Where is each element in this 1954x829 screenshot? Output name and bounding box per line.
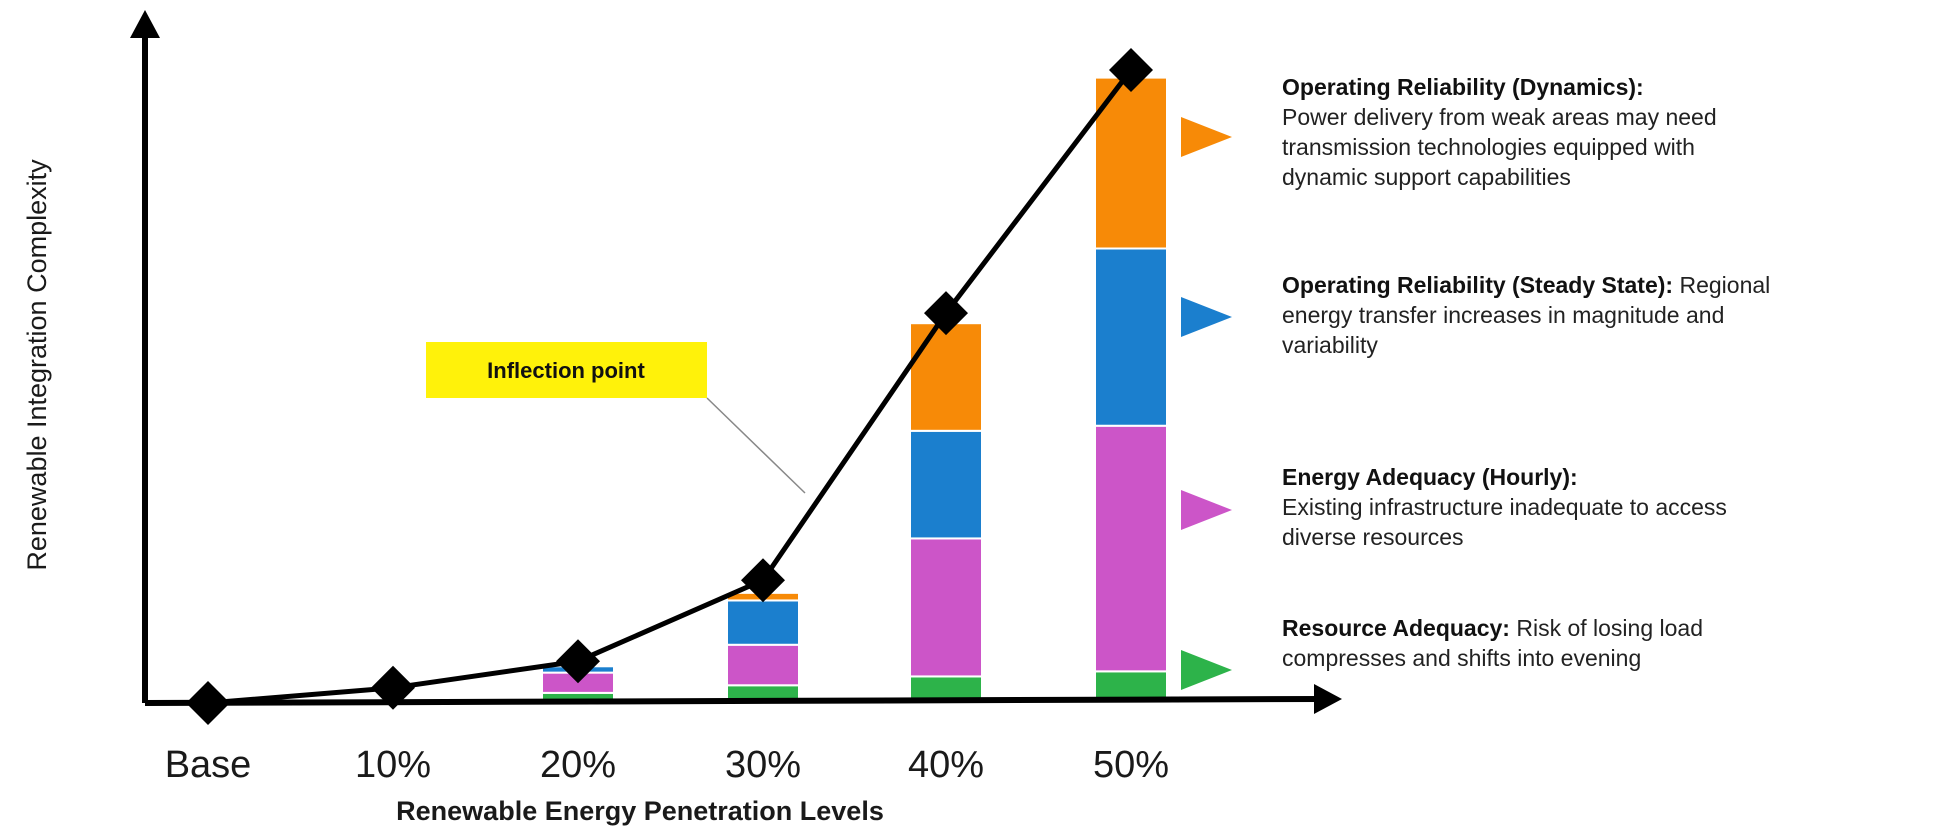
complexity-line <box>207 68 1133 706</box>
bar-segment-energy-adequacy-hourly-30 <box>726 643 800 687</box>
line-marker-20 <box>556 639 600 684</box>
bar-segment-energy-adequacy-hourly-40 <box>909 537 983 678</box>
arrow-operating-reliability-dynamics <box>1181 117 1232 157</box>
line-layer <box>186 48 1153 725</box>
annotation-operating-reliability-dynamics-line-2: transmission technologies equipped with <box>1282 134 1695 160</box>
bar-segment-operating-reliability-steady-state-50 <box>1094 247 1168 427</box>
x-tick-40: 40% <box>908 744 984 786</box>
annotation-operating-reliability-dynamics-line-1: Power delivery from weak areas may need <box>1282 104 1717 130</box>
x-tick-50: 50% <box>1093 744 1169 786</box>
annotation-operating-reliability-dynamics-line-3: dynamic support capabilities <box>1282 164 1571 190</box>
callout-layer: Inflection point <box>426 342 806 494</box>
x-axis-title: Renewable Energy Penetration Levels <box>396 796 884 826</box>
callout-label: Inflection point <box>487 358 645 383</box>
axes-layer <box>130 10 1342 714</box>
annotation-operating-reliability-dynamics: Operating Reliability (Dynamics): <box>1282 74 1644 100</box>
callout-box <box>426 342 707 398</box>
bar-segment-operating-reliability-steady-state-30 <box>726 599 800 646</box>
bar-segment-operating-reliability-steady-state-40 <box>909 429 983 540</box>
x-tick-20: 20% <box>540 744 616 786</box>
annotation-operating-reliability-steady-state-line-2: variability <box>1282 332 1378 358</box>
line-marker-50 <box>1109 48 1153 92</box>
line-marker-30 <box>741 558 785 603</box>
annotation-energy-adequacy-hourly-line-1: Existing infrastructure inadequate to ac… <box>1282 494 1727 520</box>
annotation-energy-adequacy-hourly-line-2: diverse resources <box>1282 524 1464 550</box>
x-axis-arrowhead <box>1314 684 1342 714</box>
x-tick-30: 30% <box>725 744 801 786</box>
annotation-operating-reliability-steady-state-line-1: energy transfer increases in magnitude a… <box>1282 302 1724 328</box>
bar-segment-operating-reliability-dynamics-50 <box>1094 76 1168 250</box>
bar-segment-operating-reliability-dynamics-40 <box>909 322 983 432</box>
line-marker-40 <box>924 291 968 336</box>
bar-segment-energy-adequacy-hourly-50 <box>1094 424 1168 673</box>
line-marker-10 <box>371 665 415 710</box>
annotation-resource-adequacy-line-1: compresses and shifts into evening <box>1282 645 1641 671</box>
annotation-layer: Operating Reliability (Dynamics): Power d… <box>1181 74 1770 690</box>
y-axis-arrowhead <box>130 10 160 38</box>
annotation-energy-adequacy-hourly: Energy Adequacy (Hourly): <box>1282 464 1578 490</box>
line-marker-base <box>186 681 230 725</box>
x-axis <box>144 694 1327 706</box>
arrow-operating-reliability-steady-state <box>1181 297 1232 337</box>
annotation-operating-reliability-steady-state: Operating Reliability (Steady State): Re… <box>1282 272 1770 298</box>
y-axis-title: Renewable Integration Complexity <box>22 159 52 571</box>
annotation-resource-adequacy: Resource Adequacy: Risk of losing load <box>1282 615 1703 641</box>
x-tick-base: Base <box>165 744 252 786</box>
ticks-layer: Base 10% 20% 30% 40% 50% <box>165 744 1169 786</box>
x-tick-10: 10% <box>355 744 431 786</box>
arrow-energy-adequacy-hourly <box>1181 490 1232 530</box>
arrow-resource-adequacy <box>1181 650 1232 690</box>
callout-leader-line <box>706 397 806 494</box>
